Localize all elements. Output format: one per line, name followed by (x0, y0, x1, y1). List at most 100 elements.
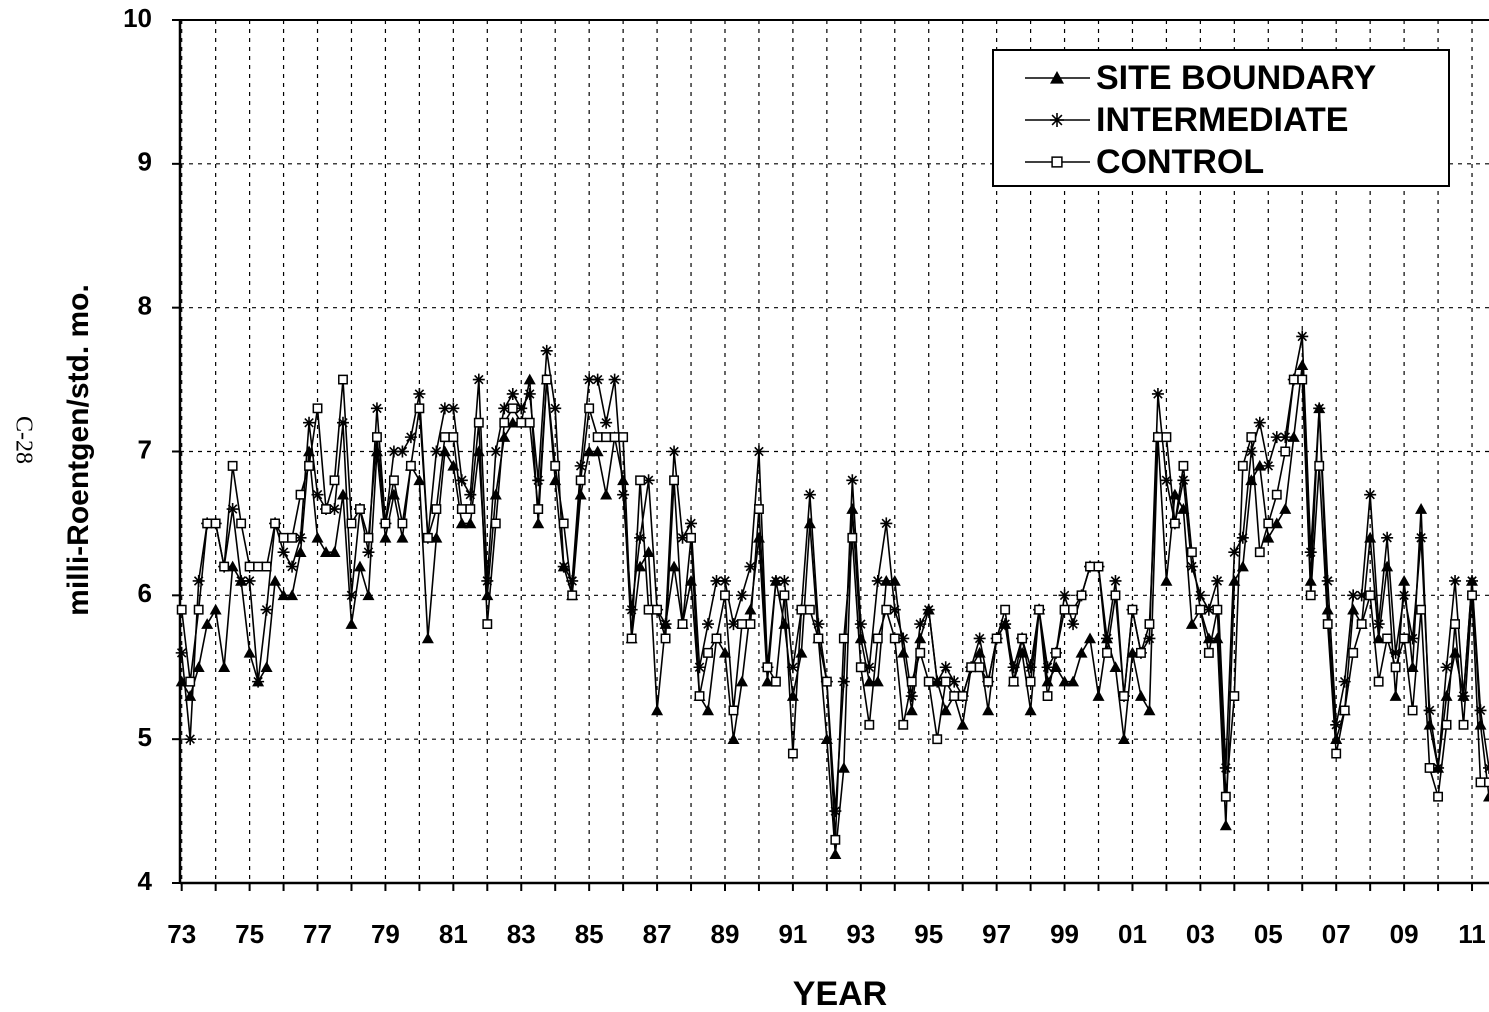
marker (932, 734, 943, 745)
marker (1059, 604, 1070, 615)
marker (1253, 459, 1266, 471)
marker (413, 387, 426, 400)
marker (1297, 374, 1308, 385)
marker (898, 719, 909, 730)
marker (837, 761, 850, 773)
marker (235, 574, 248, 587)
marker (1314, 460, 1325, 471)
marker (1092, 690, 1105, 701)
marker (745, 619, 756, 630)
marker (1457, 690, 1470, 703)
marker (192, 574, 205, 587)
x-tick-label: 01 (1118, 919, 1147, 949)
y-tick-label: 9 (138, 147, 152, 177)
marker (370, 402, 383, 415)
marker (956, 718, 969, 730)
marker (218, 661, 231, 673)
marker (966, 662, 977, 673)
marker (1194, 589, 1207, 602)
marker (974, 662, 985, 673)
marker (863, 661, 876, 674)
marker (1228, 574, 1241, 586)
marker (744, 560, 757, 573)
marker (575, 475, 586, 486)
y-tick-label: 5 (138, 722, 152, 752)
marker (1143, 704, 1156, 716)
marker (1202, 603, 1215, 616)
marker (541, 374, 552, 385)
legend: SITE BOUNDARY INTERMEDIATE CONTROL (992, 49, 1450, 187)
marker (1058, 589, 1071, 602)
marker (1271, 489, 1282, 500)
marker (1076, 590, 1087, 601)
marker (490, 518, 501, 529)
marker (1270, 517, 1283, 529)
marker (1389, 646, 1402, 659)
marker (1330, 718, 1343, 731)
marker (328, 546, 341, 557)
marker (905, 690, 918, 703)
marker (396, 445, 409, 458)
marker (812, 618, 825, 631)
marker (243, 646, 256, 658)
marker (1304, 546, 1317, 559)
marker (863, 675, 876, 687)
marker (303, 416, 316, 429)
marker (506, 387, 519, 400)
marker (1381, 560, 1394, 572)
marker (591, 373, 604, 386)
marker (584, 403, 595, 414)
marker (1245, 445, 1258, 458)
marker (380, 518, 391, 529)
marker (1390, 662, 1401, 673)
marker (914, 632, 927, 644)
marker (737, 619, 747, 630)
marker (1237, 460, 1248, 471)
marker (1440, 690, 1453, 701)
marker (796, 604, 807, 615)
marker (362, 589, 375, 601)
marker (982, 704, 995, 716)
marker (558, 518, 569, 529)
marker (1322, 619, 1333, 630)
marker (1093, 561, 1104, 572)
marker (1449, 574, 1462, 587)
marker (1296, 330, 1309, 343)
marker (1246, 432, 1257, 443)
marker (983, 676, 994, 687)
marker (830, 834, 841, 845)
x-tick-label: 81 (439, 919, 468, 949)
marker (185, 676, 196, 687)
marker (1279, 503, 1292, 514)
marker (1321, 603, 1334, 615)
marker (286, 560, 299, 573)
marker (226, 560, 239, 572)
marker (735, 589, 748, 602)
marker (202, 518, 213, 529)
marker (1034, 604, 1045, 615)
marker (1126, 646, 1139, 658)
x-tick-label: 87 (643, 919, 672, 949)
marker (635, 475, 646, 486)
marker (363, 532, 374, 543)
marker (1219, 819, 1232, 831)
marker (897, 646, 910, 658)
marker (524, 417, 535, 428)
marker (294, 546, 307, 557)
marker (567, 590, 578, 601)
marker (940, 676, 951, 687)
marker (532, 517, 545, 529)
marker (871, 675, 884, 687)
marker (481, 589, 494, 601)
marker (669, 475, 680, 486)
marker (761, 675, 774, 687)
marker (923, 676, 934, 687)
marker (379, 531, 392, 543)
marker (1050, 113, 1064, 127)
marker (540, 344, 553, 357)
marker (397, 518, 408, 529)
marker (1381, 531, 1394, 544)
marker (404, 431, 417, 444)
marker (1458, 719, 1469, 730)
marker (396, 531, 409, 543)
